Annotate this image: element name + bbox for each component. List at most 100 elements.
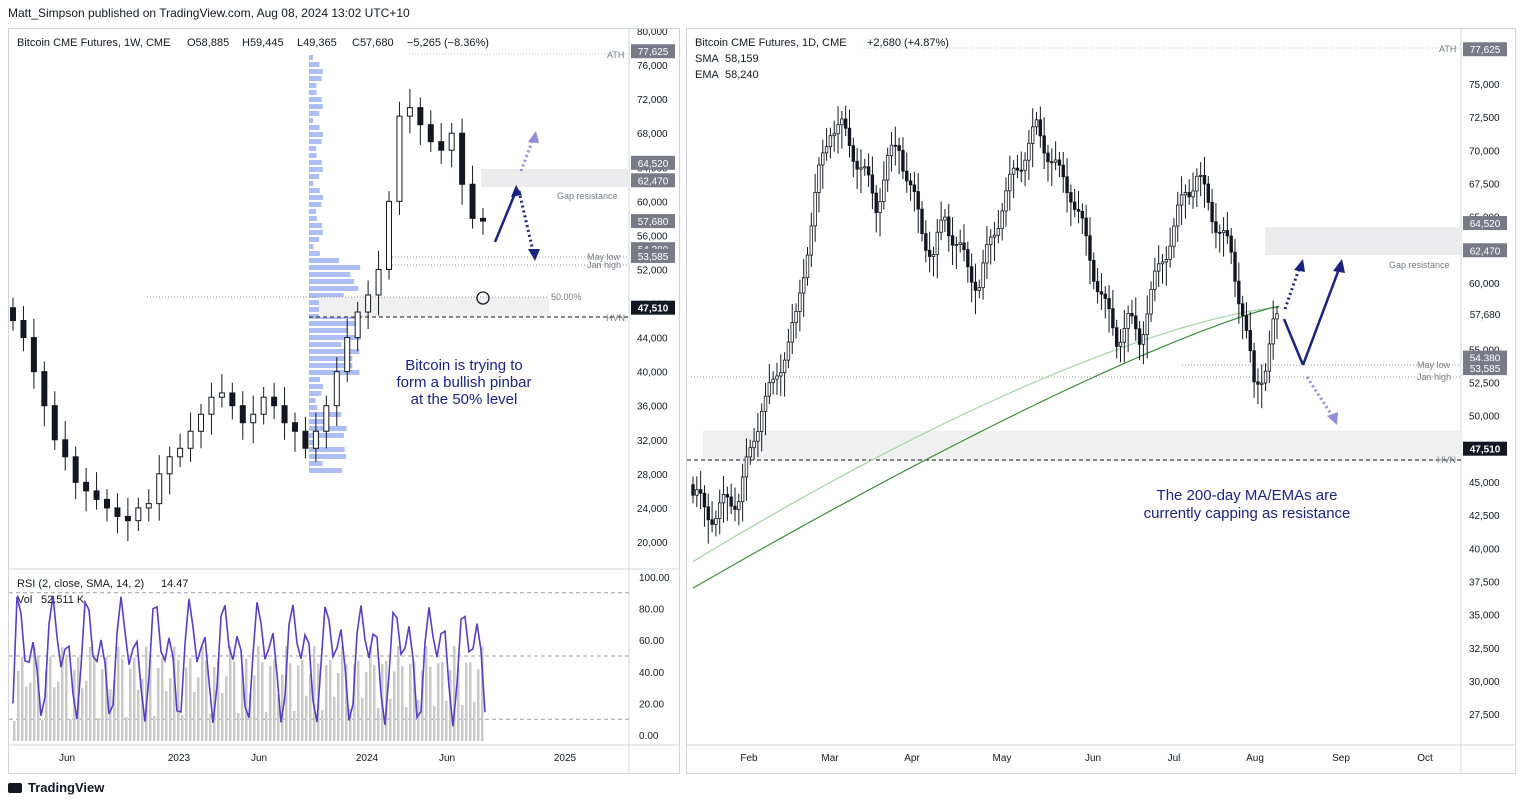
daily-price-axis: 77,50075,00072,50070,00067,50065,00062,5… <box>1469 47 1500 721</box>
volume-bar-95 <box>393 671 396 741</box>
daily-candle-102 <box>1080 210 1085 219</box>
weekly-y-tick-10: 40,000 <box>637 368 668 379</box>
daily-candle-97 <box>1061 164 1065 178</box>
daily-candle-55 <box>901 150 905 172</box>
legend-low: L49,365 <box>297 37 337 49</box>
daily-price-tag-2 <box>1463 243 1507 258</box>
volume-bar-8 <box>45 670 48 741</box>
daily-x-tick-6: Aug <box>1246 753 1264 764</box>
volume-bar-63 <box>265 711 268 741</box>
daily-candle-16 <box>752 440 756 449</box>
daily-candle-100 <box>1072 201 1077 210</box>
daily-candle-144 <box>1240 303 1245 316</box>
ath-label: ATH <box>1439 44 1456 54</box>
arrow-v-head <box>1333 259 1345 273</box>
profile-bar-7 <box>309 104 323 109</box>
weekly-candle-10 <box>114 507 121 517</box>
arrow-down-dotted <box>1305 376 1335 418</box>
daily-candle-0 <box>691 484 695 496</box>
volume-bar-47 <box>201 646 204 741</box>
daily-candle-45 <box>863 166 867 169</box>
daily-y-tick-1: 75,000 <box>1469 80 1500 91</box>
volume-bar-35 <box>153 715 156 741</box>
daily-candle-117 <box>1137 328 1142 345</box>
profile-bar-6 <box>309 97 322 102</box>
weekly-y-tick-11: 36,000 <box>637 402 668 413</box>
daily-candle-71 <box>962 242 966 250</box>
volume-bar-61 <box>257 646 260 741</box>
daily-candle-106 <box>1095 280 1100 293</box>
volume-bar-99 <box>409 663 412 741</box>
volume-bar-21 <box>97 717 100 741</box>
daily-candle-122 <box>1156 263 1161 272</box>
daily-candle-36 <box>828 135 833 148</box>
volume-bar-103 <box>425 646 428 741</box>
daily-candle-127 <box>1176 204 1180 227</box>
daily-y-tick-19: 30,000 <box>1469 677 1500 688</box>
daily-candle-58 <box>912 184 917 192</box>
annotation-line-1: Bitcoin is trying to <box>405 357 523 374</box>
daily-candle-14 <box>744 456 749 478</box>
volume-bar-89 <box>369 646 372 741</box>
volume-bar-44 <box>189 658 192 741</box>
daily-candle-92 <box>1042 135 1046 154</box>
gap-resistance-zone <box>481 169 629 187</box>
daily-candle-35 <box>824 146 829 154</box>
volume-bar-39 <box>169 678 172 741</box>
daily-candle-2 <box>698 489 703 494</box>
hvn-label: HVN <box>1437 455 1456 465</box>
volume-bar-6 <box>37 656 40 741</box>
volume-bar-54 <box>229 646 232 741</box>
daily-y-tick-13: 45,000 <box>1469 478 1500 489</box>
daily-candle-47 <box>870 174 875 194</box>
daily-candle-1 <box>695 489 699 496</box>
daily-candle-145 <box>1244 315 1249 331</box>
weekly-chart-panel[interactable]: 80,00076,00072,00068,00064,00060,00056,0… <box>8 27 680 774</box>
weekly-candle-34 <box>365 294 372 313</box>
daily-candle-142 <box>1233 251 1237 282</box>
daily-candle-98 <box>1065 176 1069 193</box>
daily-candle-62 <box>927 249 932 257</box>
profile-bar-19 <box>309 188 320 193</box>
weekly-candle-6 <box>72 456 79 483</box>
daily-price-tag-text-4: 54,380 <box>1470 354 1501 365</box>
daily-y-tick-16: 37,500 <box>1469 577 1500 588</box>
volume-bar-49 <box>209 713 212 741</box>
profile-bar-8 <box>309 111 320 116</box>
weekly-candle-42 <box>448 132 455 151</box>
daily-candle-113 <box>1122 327 1127 343</box>
ema-label: EMA <box>695 69 720 81</box>
daily-chart-panel[interactable]: 77,50075,00072,50070,00067,50065,00062,5… <box>686 28 1516 774</box>
daily-x-tick-0: Feb <box>740 753 758 764</box>
volume-bar-90 <box>373 665 376 741</box>
daily-x-tick-2: Apr <box>904 753 920 764</box>
daily-candle-53 <box>893 144 898 147</box>
volume-bar-96 <box>397 646 400 741</box>
volume-bar-100 <box>413 661 416 741</box>
arrow-down-dotted-head <box>528 249 540 261</box>
weekly-y-tick-5: 60,000 <box>637 197 668 208</box>
weekly-candle-32 <box>344 337 351 373</box>
profile-bar-10 <box>309 125 320 130</box>
daily-candle-148 <box>1256 381 1260 385</box>
volume-bar-101 <box>417 699 420 741</box>
daily-candle-88 <box>1027 142 1031 161</box>
weekly-candle-18 <box>198 413 204 432</box>
volume-bar-84 <box>349 708 352 741</box>
daily-candle-76 <box>981 262 985 289</box>
volume-bar-64 <box>269 665 272 741</box>
volume-bar-13 <box>65 657 68 741</box>
daily-candle-94 <box>1050 161 1054 164</box>
daily-candle-25 <box>786 341 791 361</box>
sma-value: 58,159 <box>725 53 759 65</box>
daily-candle-115 <box>1130 313 1134 317</box>
daily-candle-40 <box>843 118 848 129</box>
daily-candle-130 <box>1187 192 1191 198</box>
profile-bar-9 <box>309 118 314 123</box>
daily-candle-108 <box>1103 293 1107 299</box>
daily-candle-93 <box>1046 152 1050 163</box>
daily-candle-17 <box>756 431 760 442</box>
daily-price-tag-text-3: 57,680 <box>1470 310 1501 321</box>
legend-open: O58,885 <box>187 37 229 49</box>
volume-bar-115 <box>473 701 476 741</box>
